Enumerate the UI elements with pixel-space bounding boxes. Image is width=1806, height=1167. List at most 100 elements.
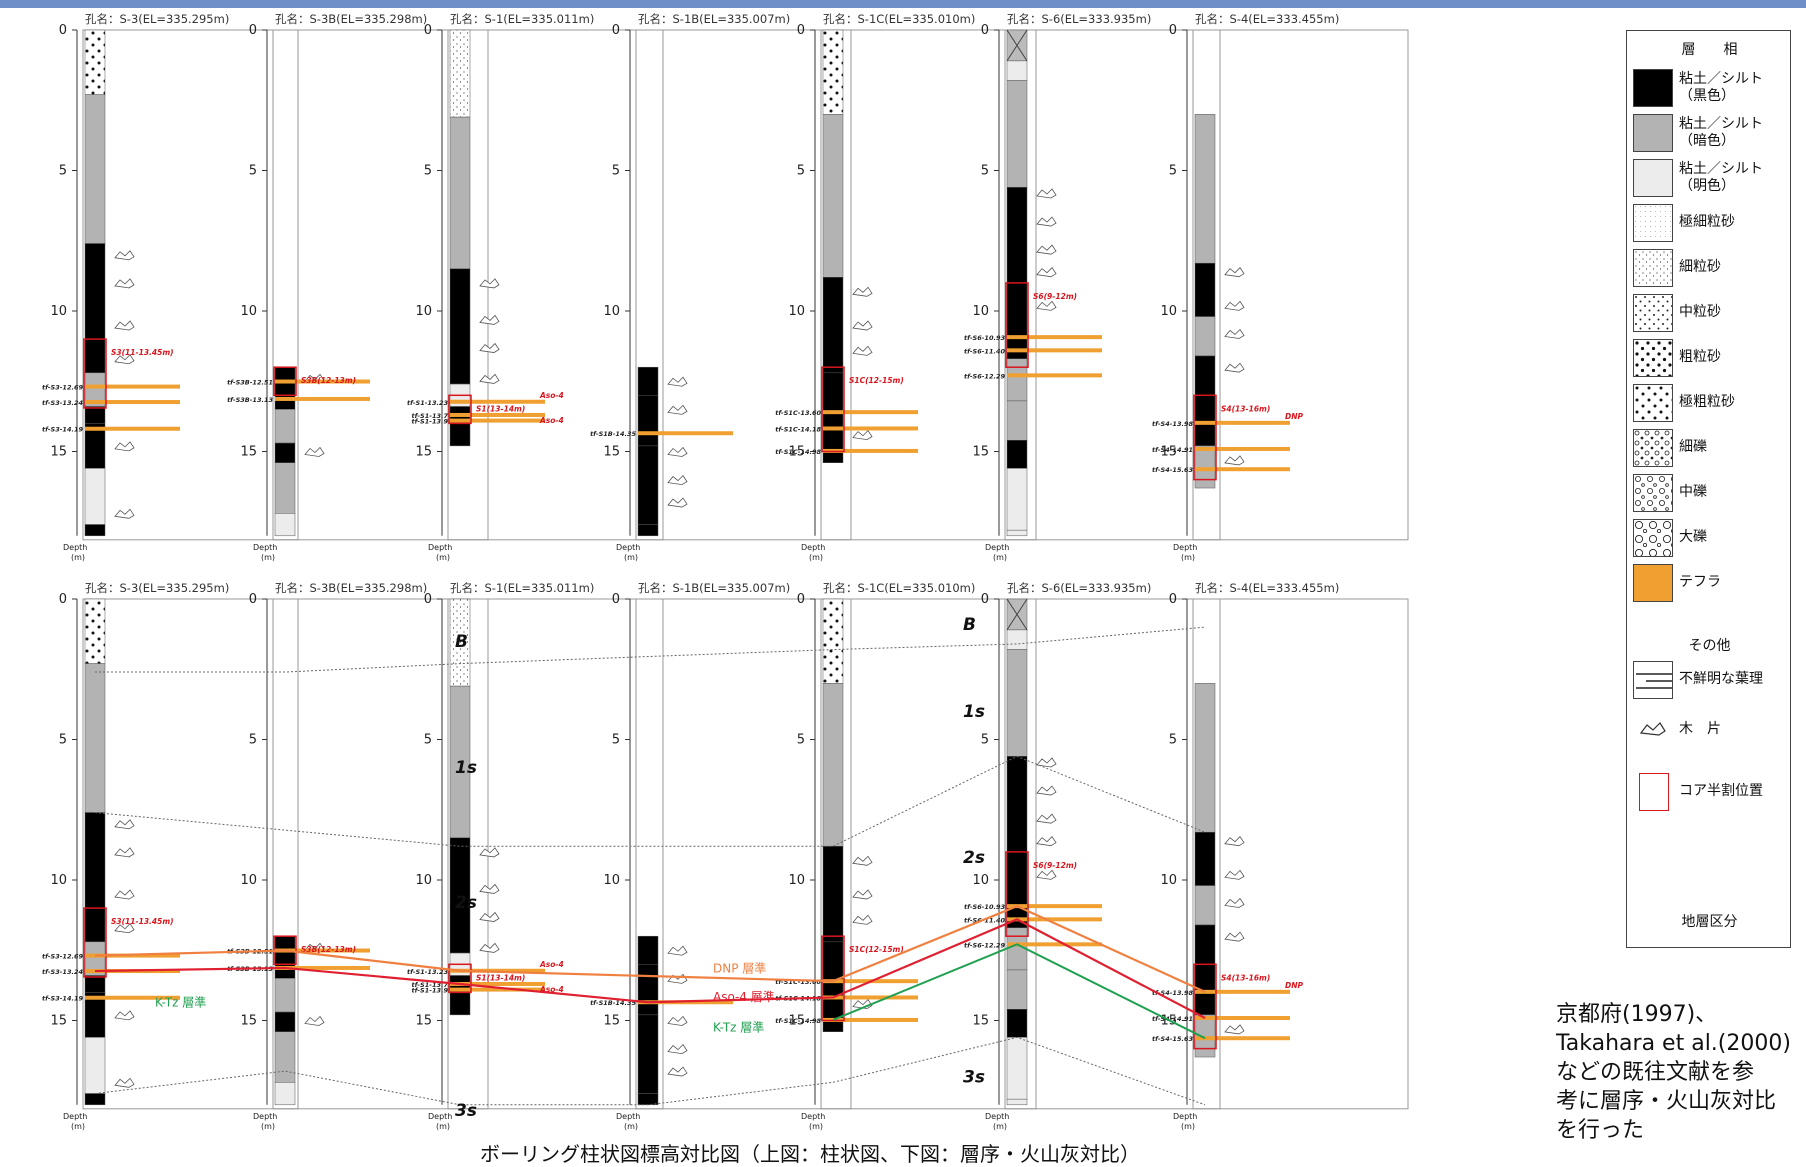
core-half-box <box>273 366 297 397</box>
lithology-layer <box>84 663 106 813</box>
wood-fragment-icon <box>1224 869 1245 880</box>
legend-label: 細礫 <box>1679 439 1707 455</box>
borehole-panel-S-1C: 孔名：S-1C(EL=335.010m)051015Depth(m)tf-S1C… <box>775 12 1037 562</box>
depth-tick-label: 5 <box>981 733 989 748</box>
wood-fragment-icon <box>304 446 325 457</box>
borehole-panel-S-6: 孔名：S-6(EL=333.935m)051015Depth(m)tf-S6-1… <box>964 581 1221 1131</box>
dnp-correlation-line <box>94 904 1206 993</box>
tephra-label: tf-S4-13.98 <box>1152 989 1193 997</box>
depth-tick-label: 5 <box>1169 733 1177 748</box>
lithology-layer <box>822 277 844 374</box>
core-box-label: S4(13-16m) <box>1221 973 1270 982</box>
legend-swatch-clay-black <box>1633 69 1673 107</box>
lithology-layer <box>274 366 296 410</box>
ktz-label: K-Tz 層準 <box>713 1020 764 1035</box>
borehole-frame <box>1004 29 1221 541</box>
figure-caption: ボーリング柱状図標高対比図（上図：柱状図、下図：層序・火山灰対比） <box>480 1142 1140 1166</box>
core-box-label: S4(13-16m) <box>1221 404 1270 413</box>
lithology-layer <box>274 1082 296 1106</box>
aso4-correlation-line <box>94 918 1206 1019</box>
lithology-layer <box>84 243 106 340</box>
depth-tick-label: 0 <box>1169 592 1177 607</box>
depth-tick-label: 10 <box>415 304 432 319</box>
tephra-band <box>275 948 370 953</box>
borehole-frame <box>820 598 1037 1110</box>
lithology-layer <box>1006 629 1028 650</box>
tephra-label: tf-S4-15.63 <box>1152 466 1193 474</box>
tephra-label: tf-S3-14.19 <box>42 426 83 434</box>
tephra-band <box>275 396 370 401</box>
tephra-band <box>450 412 545 417</box>
lithology-layer <box>1194 831 1216 886</box>
lithology-layer <box>1006 649 1028 757</box>
tephra-band <box>1195 420 1290 425</box>
wood-fragment-icon <box>114 1077 135 1088</box>
lithology-layer <box>1194 924 1216 1016</box>
tephra-label: tf-S1-13.23 <box>407 968 448 976</box>
core-box-label: S3B(12-13m) <box>301 376 356 385</box>
lithology-layer <box>449 29 471 118</box>
depth-tick-label: 5 <box>612 164 620 179</box>
wood-fragment-icon <box>1036 813 1057 824</box>
borehole-title: 孔名：S-1(EL=335.011m) <box>450 12 594 26</box>
core-half-box <box>1005 851 1029 937</box>
legend-label: 粘土／シルト（黒色） <box>1679 71 1763 104</box>
unit-label-left-3s: 3s <box>455 1101 477 1121</box>
depth-tick-label: 0 <box>981 23 989 38</box>
legend-item-coarse: 粗粒砂 <box>1633 339 1788 377</box>
lithology-layer <box>822 114 844 278</box>
wood-fragment-icon <box>1224 328 1245 339</box>
tephra-band <box>823 995 918 1000</box>
tephra-label: tf-S3-13.24 <box>42 968 83 976</box>
lithology-layer <box>84 524 106 537</box>
tephra-band <box>450 981 545 986</box>
borehole-panel-S-1: 孔名：S-1(EL=335.011m)051015Depth(m)tf-S1-1… <box>407 12 664 562</box>
lithology-layer <box>1006 1098 1028 1106</box>
lithology-layer <box>637 395 659 447</box>
wood-fragment-icon <box>667 446 688 457</box>
tephra-extra-label: Aso-4 <box>539 985 564 994</box>
depth-label: Depth <box>428 543 452 552</box>
depth-tick-label: 10 <box>240 873 257 888</box>
depth-label: Depth <box>616 1112 640 1121</box>
core-half-box <box>448 394 472 425</box>
wood-fragment-icon <box>114 278 135 289</box>
depth-tick-label: 10 <box>415 873 432 888</box>
depth-tick-label: 15 <box>603 445 620 460</box>
depth-label: Depth <box>63 1112 87 1121</box>
depth-unit-label: (m) <box>1181 553 1195 562</box>
lithology-layer <box>274 462 296 514</box>
core-half-box <box>1193 963 1217 1050</box>
depth-tick-label: 5 <box>797 164 805 179</box>
legend-swatch-gravel-l <box>1633 519 1673 557</box>
legend-label: 細粒砂 <box>1679 259 1721 275</box>
depth-tick-label: 15 <box>50 445 67 460</box>
wood-fragment-icon <box>479 847 500 858</box>
wood-fragment-icon <box>114 847 135 858</box>
lithology-layer <box>84 468 106 525</box>
lithology-layer <box>637 445 659 525</box>
note-line-3: などの既往文献を参 <box>1556 1060 1755 1085</box>
note-line-2: Takahara et al.(2000) <box>1556 1031 1791 1056</box>
tephra-extra-label: Aso-4 <box>539 960 564 969</box>
lithology-layer <box>637 1093 659 1106</box>
borehole-frame <box>447 598 664 1110</box>
depth-tick-label: 5 <box>424 733 432 748</box>
tephra-label: tf-S3-12.69 <box>42 384 83 392</box>
lithology-layer <box>637 964 659 1016</box>
core-half-box <box>1005 282 1029 368</box>
borehole-title: 孔名：S-4(EL=333.455m) <box>1195 581 1339 595</box>
depth-tick-label: 5 <box>424 164 432 179</box>
lithology-layer <box>84 338 106 374</box>
depth-tick-label: 15 <box>50 1014 67 1029</box>
cross-mark <box>1006 598 1028 631</box>
tephra-band <box>85 995 180 1000</box>
depth-tick-label: 0 <box>1169 23 1177 38</box>
lithology-layer <box>1194 262 1216 317</box>
wood-fragment-icon <box>667 945 688 956</box>
core-box-label: S3(11-13.45m) <box>111 348 174 357</box>
legend-item-fine: 細粒砂 <box>1633 249 1788 287</box>
borehole-frame <box>1004 598 1221 1110</box>
core-half-box <box>1193 394 1217 481</box>
tephra-band <box>1195 1036 1290 1041</box>
